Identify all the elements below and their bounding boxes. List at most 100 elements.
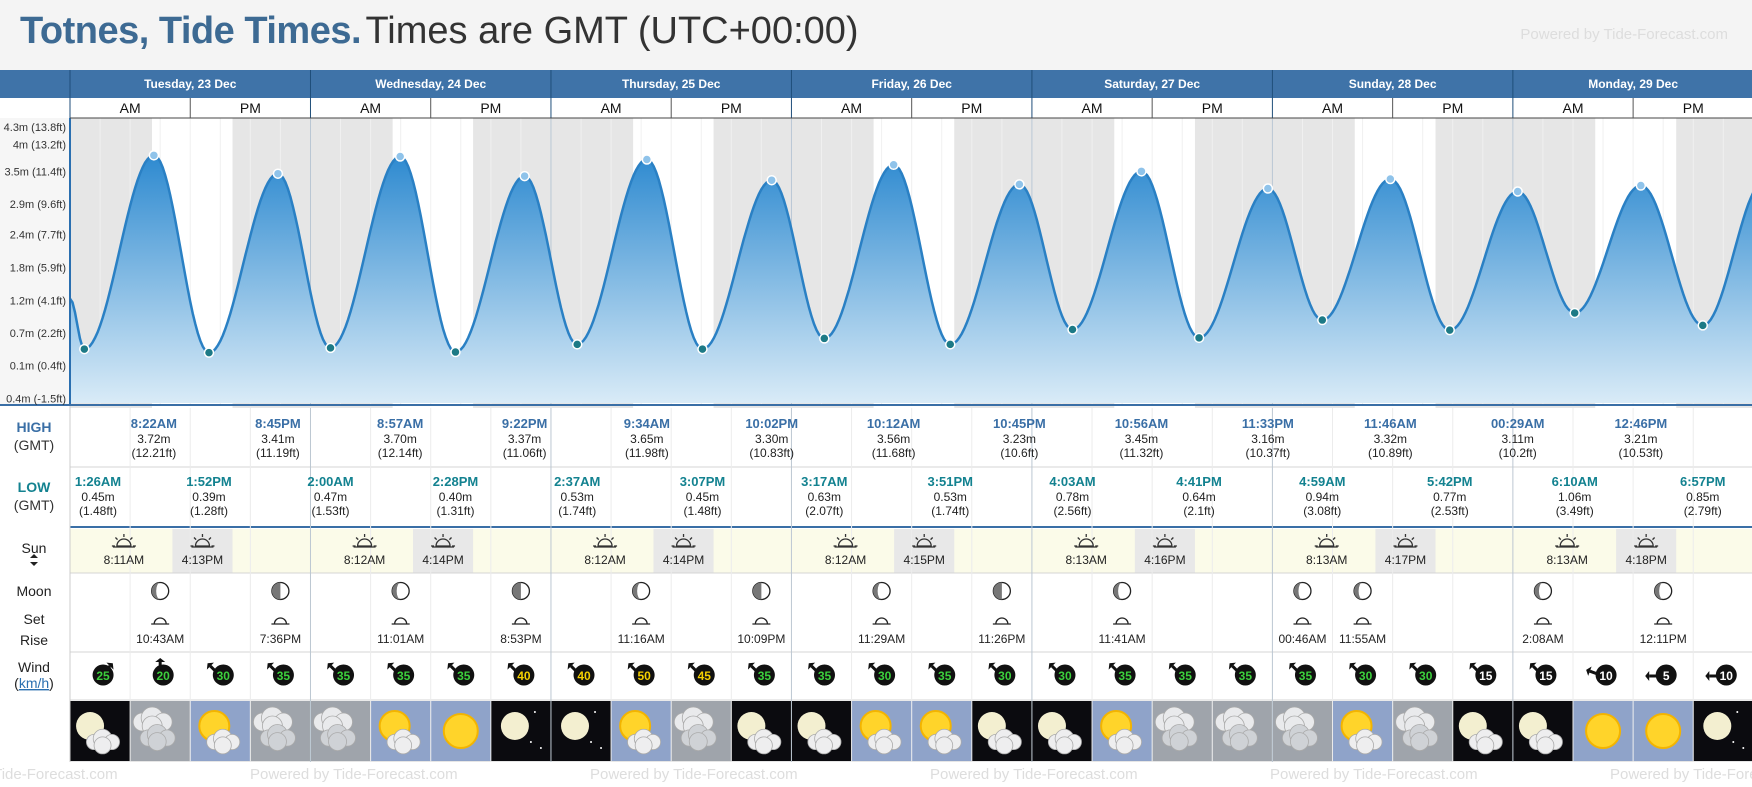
sunrise-time: 8:12AM	[584, 553, 625, 567]
timezone-note: Times are GMT (UTC+00:00)	[365, 10, 859, 52]
tide-line	[68, 154, 1752, 354]
wind-indicator	[687, 662, 715, 686]
day-label: Tuesday, 23 Dec	[144, 77, 237, 91]
sunrise-icon	[111, 534, 136, 548]
day-label: Sunday, 28 Dec	[1349, 77, 1437, 91]
pm-label: PM	[480, 100, 501, 116]
low-tide-point	[1067, 324, 1078, 335]
sunset-time: 4:18PM	[1625, 553, 1666, 567]
y-tick-label: 3.5m (11.4ft)	[4, 166, 66, 178]
high-tide-point	[1635, 180, 1647, 191]
y-tick-label: 4.3m (13.8ft)	[4, 122, 66, 134]
high-tide-height-ft: (10.37ft)	[1246, 446, 1291, 460]
moonset-time: 11:41AM	[1099, 632, 1146, 646]
weather-icon-sun-cloud	[611, 701, 671, 761]
high-tide-time: 11:33PM	[1242, 416, 1294, 431]
wind-indicator	[1469, 662, 1497, 686]
high-tide-time: 8:57AM	[377, 416, 423, 431]
low-tide-point	[325, 342, 336, 354]
moonset-icon	[151, 617, 170, 625]
powered-by-top: Powered by Tide-Forecast.com	[1520, 26, 1728, 43]
low-tide-height-ft: (1.48ft)	[683, 504, 721, 518]
wind-indicator	[1048, 662, 1076, 686]
weather-icon-cloudy	[130, 701, 190, 761]
low-tide-point	[1444, 324, 1456, 336]
low-tide-time: 4:59AM	[1299, 474, 1345, 489]
high-row-gmt: (GMT)	[14, 437, 54, 453]
moon-rise-label: Rise	[20, 632, 48, 648]
sunrise-time: 8:12AM	[344, 553, 385, 567]
sunrise-time: 8:13AM	[1306, 553, 1347, 567]
am-label: AM	[360, 100, 381, 116]
wind-speed: 5	[1663, 669, 1670, 683]
moon-phase-icon	[1112, 581, 1132, 601]
y-tick-label: 0.1m (0.4ft)	[10, 361, 66, 373]
high-tide-point	[766, 174, 777, 186]
high-tide-height-m: 3.37m	[508, 432, 541, 446]
weather-icon-moon	[1693, 701, 1752, 761]
low-row-gmt: (GMT)	[14, 497, 54, 513]
high-tide-height-m: 3.21m	[1624, 432, 1657, 446]
wind-speed: 40	[577, 669, 591, 683]
wind-indicator	[266, 662, 294, 686]
wind-indicator	[988, 662, 1016, 686]
powered-by-footer: Powered by Tide-Forecast.com	[590, 766, 798, 783]
weather-icon-moon-cloud	[1032, 701, 1092, 761]
y-tick-label: 2.4m (7.7ft)	[10, 230, 66, 242]
weather-icon-moon	[551, 701, 611, 761]
low-tide-time: 6:57PM	[1680, 474, 1726, 489]
wind-speed: 15	[1539, 669, 1553, 683]
moon-phase-icon	[271, 581, 290, 601]
low-tide-height-m: 1.06m	[1558, 490, 1591, 504]
moonrise-time: 8:53PM	[500, 632, 541, 646]
low-tide-height-ft: (2.79ft)	[1684, 504, 1722, 518]
high-tide-point	[1385, 173, 1396, 185]
wind-speed: 30	[1419, 669, 1433, 683]
wind-unit-link[interactable]: km/h	[19, 675, 49, 691]
moon-phase-icon	[1533, 581, 1553, 601]
wind-speed: 35	[938, 669, 952, 683]
high-tide-point	[1136, 166, 1147, 177]
wind-speed: 35	[277, 669, 291, 683]
sunset-icon	[1634, 534, 1659, 548]
wind-indicator	[1586, 664, 1617, 686]
high-tide-height-ft: (10.6ft)	[1000, 446, 1038, 460]
high-tide-height-m: 3.72m	[137, 432, 170, 446]
y-tick-label: 2.9m (9.6ft)	[10, 199, 66, 211]
low-tide-height-m: 0.64m	[1182, 490, 1215, 504]
pm-label: PM	[961, 100, 982, 116]
wind-indicator	[507, 662, 535, 686]
weather-icon-moon-cloud	[972, 701, 1032, 761]
sunrise-time: 8:13AM	[1547, 553, 1588, 567]
moonset-icon	[872, 617, 891, 625]
low-tide-time: 4:41PM	[1176, 474, 1222, 489]
high-tide-height-m: 3.56m	[877, 432, 910, 446]
wind-speed: 35	[758, 669, 772, 683]
sunrise-icon	[1314, 534, 1339, 548]
y-tick-label: 4m (13.2ft)	[13, 140, 66, 152]
am-label: AM	[1563, 100, 1584, 116]
high-row-label: HIGH	[17, 419, 52, 435]
day-label: Thursday, 25 Dec	[622, 77, 721, 91]
moon-phase-icon	[511, 581, 531, 601]
wind-indicator	[1289, 662, 1316, 686]
wind-indicator	[627, 662, 655, 686]
sunset-icon	[912, 534, 937, 548]
y-tick-label: 0.4m (-1.5ft)	[6, 393, 66, 405]
weather-icon-cloudy	[1272, 701, 1333, 761]
moonset-time: 11:55AM	[1339, 632, 1386, 646]
moon-row-label: Moon	[16, 583, 51, 599]
wind-speed: 35	[1118, 669, 1132, 683]
high-tide-point	[641, 154, 653, 165]
y-tick-label: 0.7m (2.2ft)	[10, 328, 66, 340]
pm-label: PM	[1202, 100, 1223, 116]
high-tide-height-m: 3.11m	[1501, 432, 1533, 446]
low-tide-point	[1317, 314, 1328, 326]
sunset-icon	[671, 534, 696, 548]
moonrise-icon	[271, 617, 290, 625]
moonset-icon	[391, 617, 410, 625]
moon-phase-icon	[1293, 581, 1312, 601]
weather-icon-cloudy	[1393, 701, 1453, 761]
high-tide-point	[888, 159, 899, 171]
